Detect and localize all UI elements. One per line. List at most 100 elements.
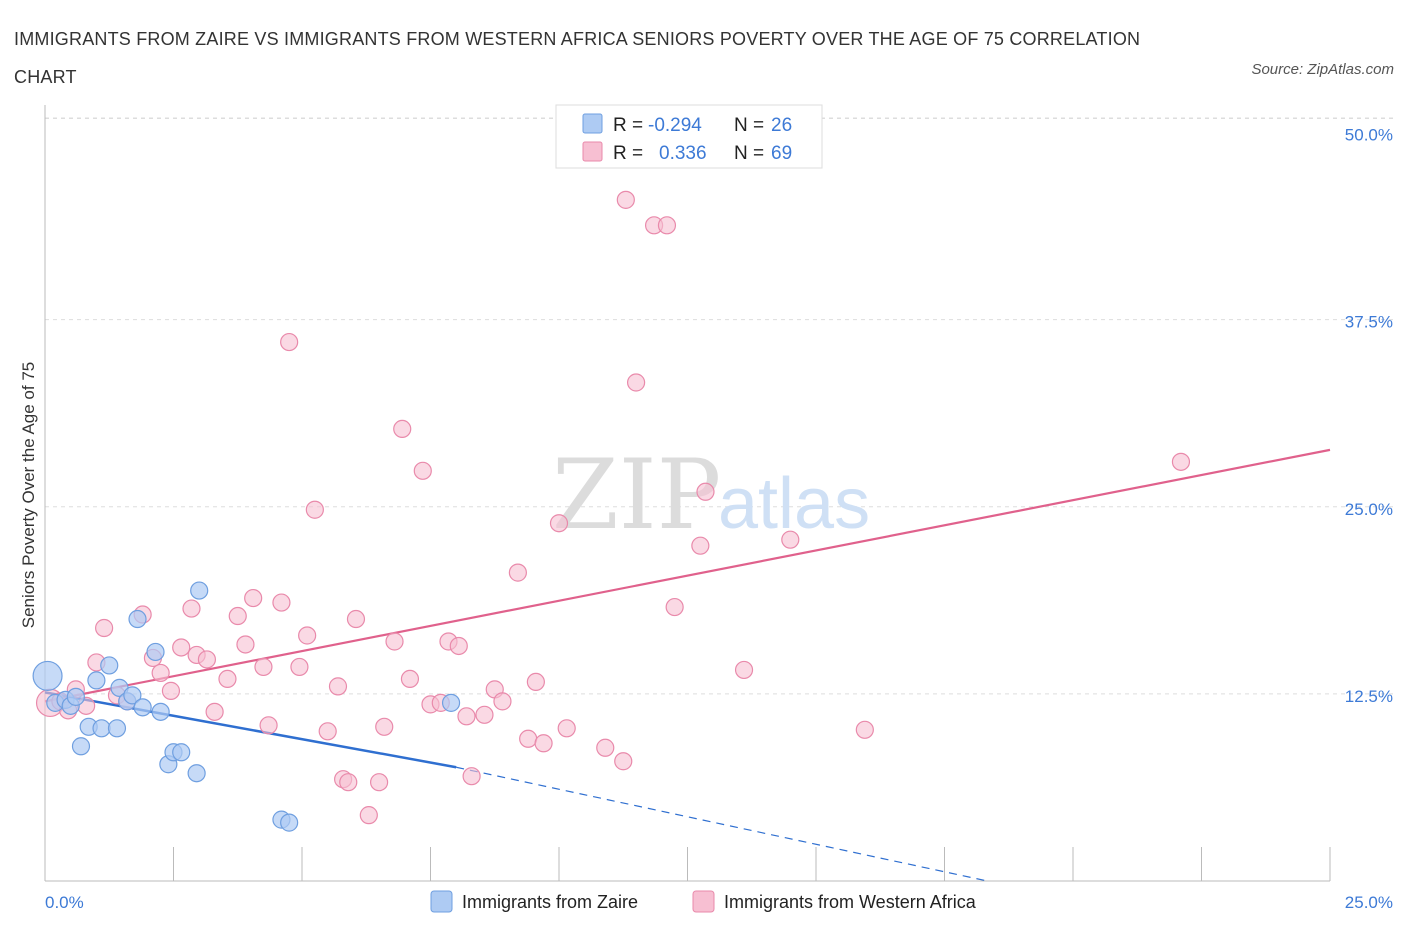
y-axis-label: Seniors Poverty Over the Age of 75 <box>19 362 38 628</box>
data-point-western-africa <box>236 635 255 654</box>
data-point-western-africa <box>855 720 874 739</box>
data-point-western-africa <box>400 669 420 689</box>
data-point-western-africa <box>696 482 715 501</box>
data-point-western-africa <box>534 734 553 753</box>
data-point-zaire <box>107 719 127 738</box>
data-point-western-africa <box>616 190 635 209</box>
data-point-western-africa <box>449 636 468 656</box>
data-point-zaire <box>100 656 119 675</box>
watermark-atlas: atlas <box>718 464 870 544</box>
legend-zaire-r-value: -0.294 <box>648 115 702 136</box>
chart-source: Source: ZipAtlas.com <box>1251 61 1394 78</box>
data-point-zaire <box>92 719 111 738</box>
data-point-western-africa <box>228 606 247 626</box>
legend-zaire-r-label: R = <box>613 115 643 136</box>
legend-zaire-n-label: N = <box>734 115 764 136</box>
data-point-zaire <box>441 693 461 712</box>
data-point-western-africa <box>549 514 569 533</box>
y-tick-label: 12.5% <box>1345 687 1393 706</box>
data-point-western-africa <box>95 618 114 638</box>
data-point-western-africa <box>370 773 389 792</box>
watermark-zip: ZIP <box>552 439 721 551</box>
data-point-western-africa <box>596 738 615 757</box>
data-point-western-africa <box>182 599 201 618</box>
data-point-zaire <box>66 687 85 706</box>
data-point-zaire <box>190 581 209 600</box>
series-legend: Immigrants from Zaire Immigrants from We… <box>430 890 977 913</box>
points-zaire <box>32 581 461 832</box>
y-tick-label: 50.0% <box>1345 126 1393 145</box>
data-point-western-africa <box>318 722 337 741</box>
data-point-zaire <box>133 698 152 717</box>
data-point-zaire <box>280 813 299 832</box>
data-point-western-africa <box>691 536 710 555</box>
stats-legend: R = -0.294 N = 26 R = 0.336 N = 69 <box>555 104 823 169</box>
data-point-zaire <box>123 686 142 705</box>
chart-title: IMMIGRANTS FROM ZAIRE VS IMMIGRANTS FROM… <box>14 29 1141 87</box>
legend-wafrica-n-value: 69 <box>771 143 792 164</box>
data-point-zaire <box>128 609 147 629</box>
bottom-legend-swatch-wafrica <box>692 890 715 913</box>
data-point-zaire <box>87 671 106 690</box>
bottom-legend-zaire: Immigrants from Zaire <box>462 892 638 912</box>
data-point-western-africa <box>385 632 404 651</box>
data-point-western-africa <box>508 563 527 582</box>
y-tick-label: 25.0% <box>1345 500 1393 519</box>
legend-swatch-zaire <box>582 113 603 134</box>
data-point-zaire <box>71 737 91 756</box>
data-point-zaire <box>172 743 191 762</box>
y-tick-label: 37.5% <box>1345 313 1393 332</box>
data-point-zaire <box>187 764 206 783</box>
data-point-western-africa <box>346 609 366 629</box>
data-point-western-africa <box>290 657 309 677</box>
bottom-legend-swatch-zaire <box>430 890 453 913</box>
data-point-western-africa <box>557 719 576 738</box>
data-point-western-africa <box>272 593 291 612</box>
data-point-western-africa <box>339 773 358 792</box>
data-point-western-africa <box>457 707 476 726</box>
data-point-western-africa <box>298 626 317 645</box>
axes <box>44 105 1331 882</box>
data-point-western-africa <box>161 681 181 700</box>
data-point-zaire <box>151 702 170 721</box>
grid-lines <box>45 117 1395 695</box>
data-point-western-africa <box>172 638 191 657</box>
data-point-western-africa <box>519 729 538 748</box>
data-point-western-africa <box>393 419 412 439</box>
data-point-western-africa <box>614 752 633 771</box>
data-point-western-africa <box>475 705 494 724</box>
data-point-western-africa <box>305 500 324 519</box>
data-point-zaire <box>146 642 165 662</box>
y-tick-labels: 12.5% 25.0% 37.5% 50.0% <box>1345 126 1393 706</box>
data-point-western-africa <box>493 692 512 711</box>
data-point-western-africa <box>657 216 677 235</box>
data-point-western-africa <box>1171 452 1191 471</box>
data-point-western-africa <box>259 716 278 735</box>
legend-swatch-wafrica <box>582 141 603 162</box>
legend-wafrica-r-value: 0.336 <box>659 143 707 164</box>
data-point-western-africa <box>328 677 348 696</box>
data-point-western-africa <box>254 657 273 677</box>
legend-wafrica-r-label: R = <box>613 143 643 164</box>
data-point-western-africa <box>734 660 754 680</box>
x-tick-label-right: 25.0% <box>1345 893 1393 912</box>
data-point-western-africa <box>280 332 299 352</box>
legend-wafrica-n-label: N = <box>734 143 764 164</box>
x-tick-label-left: 0.0% <box>45 893 84 912</box>
data-point-western-africa <box>218 669 237 689</box>
bottom-legend-wafrica: Immigrants from Western Africa <box>724 892 977 912</box>
data-point-western-africa <box>151 663 170 683</box>
data-point-western-africa <box>413 461 432 480</box>
data-point-western-africa <box>526 672 545 691</box>
data-point-western-africa <box>781 530 800 549</box>
data-point-western-africa <box>197 650 217 669</box>
trend-line-zaire <box>44 691 457 769</box>
data-point-western-africa <box>462 767 481 786</box>
legend-zaire-n-value: 26 <box>771 115 792 136</box>
data-point-zaire <box>32 660 63 691</box>
data-point-western-africa <box>626 373 646 392</box>
data-point-western-africa <box>665 597 684 617</box>
data-point-western-africa <box>205 702 224 721</box>
trend-line-zaire-extension <box>456 766 988 882</box>
